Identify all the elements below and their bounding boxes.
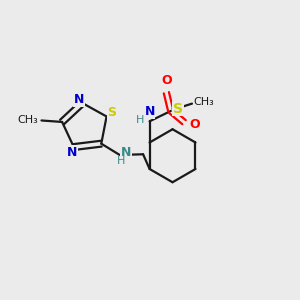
Text: CH₃: CH₃	[18, 116, 38, 125]
Text: O: O	[161, 74, 172, 87]
Text: N: N	[67, 146, 77, 159]
Text: N: N	[74, 93, 84, 106]
Text: N: N	[121, 146, 131, 159]
Text: S: S	[173, 102, 183, 116]
Text: N: N	[144, 105, 155, 118]
Text: CH₃: CH₃	[194, 97, 214, 107]
Text: H: H	[117, 156, 125, 166]
Text: S: S	[107, 106, 116, 119]
Text: H: H	[136, 115, 144, 125]
Text: O: O	[189, 118, 200, 131]
